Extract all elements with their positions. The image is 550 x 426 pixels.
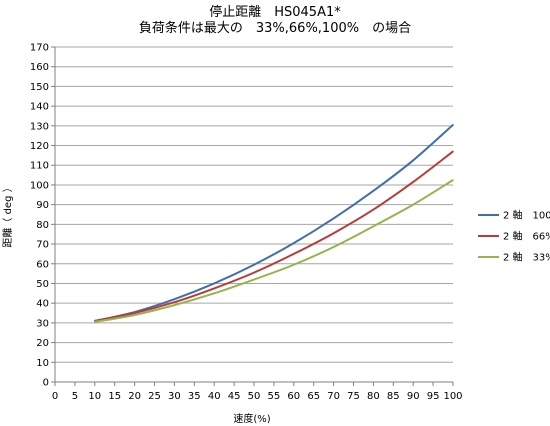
x-tick-label: 85	[387, 391, 400, 402]
data-point	[253, 278, 255, 281]
chart-subtitle: 負荷条件は最大の 33%,66%,100% の場合	[139, 20, 411, 36]
x-tick-label: 20	[128, 391, 141, 402]
y-tick-label: 100	[30, 180, 49, 191]
x-tick-label: 45	[228, 391, 241, 402]
plot-frame	[54, 47, 453, 383]
data-point	[173, 301, 176, 303]
x-tick-label: 40	[208, 391, 221, 402]
grid-lines	[55, 46, 453, 363]
series-lines	[94, 124, 454, 323]
x-axis-label: 速度(%)	[233, 412, 270, 425]
x-tick-label: 90	[407, 391, 420, 402]
data-point	[253, 263, 255, 266]
data-point	[372, 208, 375, 211]
x-tick-label: 5	[72, 391, 78, 402]
y-tick-label: 50	[36, 279, 49, 290]
y-tick-label: 60	[36, 259, 49, 270]
x-tick-label: 35	[188, 391, 201, 402]
x-tick-label: 10	[88, 391, 101, 402]
y-axis-label: 距離（ deg ）	[1, 182, 14, 247]
data-point	[332, 232, 335, 235]
legend-label: 2 軸 100%	[503, 209, 550, 222]
x-tick-label: 70	[327, 391, 340, 402]
x-tick-label: 55	[268, 391, 281, 402]
y-tick-label: 150	[30, 82, 49, 93]
y-tick-label: 80	[36, 220, 49, 231]
y-tick-label: 90	[36, 200, 49, 211]
y-tick-label: 110	[30, 161, 49, 172]
x-tick-label: 30	[168, 391, 181, 402]
y-tick-label: 170	[30, 43, 49, 54]
y-tick-label: 0	[43, 378, 49, 389]
data-point	[372, 190, 375, 192]
x-axis-ticks: 0 5 10 15 20 25 30 35 40 45 50 55 60 65 70 75 80 85 90 95 10…	[52, 382, 463, 402]
data-point	[213, 292, 215, 295]
y-tick-label: 120	[30, 141, 49, 152]
data-point	[173, 298, 176, 301]
data-point	[412, 203, 415, 206]
data-point	[332, 217, 335, 220]
chart-title: 停止距離 HS045A1*	[209, 4, 341, 20]
data-point	[293, 242, 295, 244]
y-tick-label: 20	[36, 338, 49, 349]
data-point	[173, 304, 176, 306]
series-line-1	[94, 124, 454, 322]
y-tick-label: 40	[36, 299, 49, 310]
x-tick-label: 100	[443, 391, 462, 402]
x-tick-label: 80	[367, 391, 380, 402]
y-tick-label: 140	[30, 102, 49, 113]
y-tick-label: 30	[36, 318, 49, 329]
series-line-2	[94, 150, 454, 322]
x-tick-label: 75	[347, 391, 360, 402]
data-point	[133, 314, 136, 316]
y-axis-ticks: 0 10 20 30 40 50 60 70 80 90 100 110 120 130 140 150 160…	[30, 43, 55, 389]
y-tick-label: 10	[36, 358, 49, 369]
y-tick-label: 70	[36, 240, 49, 251]
data-point	[293, 253, 295, 255]
data-point	[452, 150, 454, 153]
data-point	[253, 271, 255, 274]
x-tick-label: 0	[52, 391, 58, 402]
data-point	[412, 181, 415, 183]
y-tick-label: 130	[30, 121, 49, 132]
data-point	[133, 312, 136, 314]
data-point	[452, 124, 454, 126]
data-point	[452, 179, 454, 181]
legend: 2 軸 100% 2 軸 66% 2 軸 33%	[478, 209, 550, 264]
x-tick-label: 15	[108, 391, 121, 402]
legend-label: 2 軸 33%	[503, 251, 550, 264]
x-tick-label: 25	[148, 391, 161, 402]
data-point	[412, 159, 415, 162]
legend-label: 2 軸 66%	[503, 230, 550, 243]
x-tick-label: 95	[427, 391, 440, 402]
data-point	[213, 282, 215, 285]
x-tick-label: 60	[287, 391, 300, 402]
data-point	[293, 263, 295, 266]
data-point	[332, 246, 335, 248]
data-point	[213, 287, 215, 290]
series-line-3	[94, 179, 454, 323]
x-tick-label: 50	[248, 391, 261, 402]
y-tick-label: 160	[30, 62, 49, 73]
x-tick-label: 65	[307, 391, 320, 402]
data-point	[94, 321, 96, 323]
data-point	[372, 225, 375, 228]
